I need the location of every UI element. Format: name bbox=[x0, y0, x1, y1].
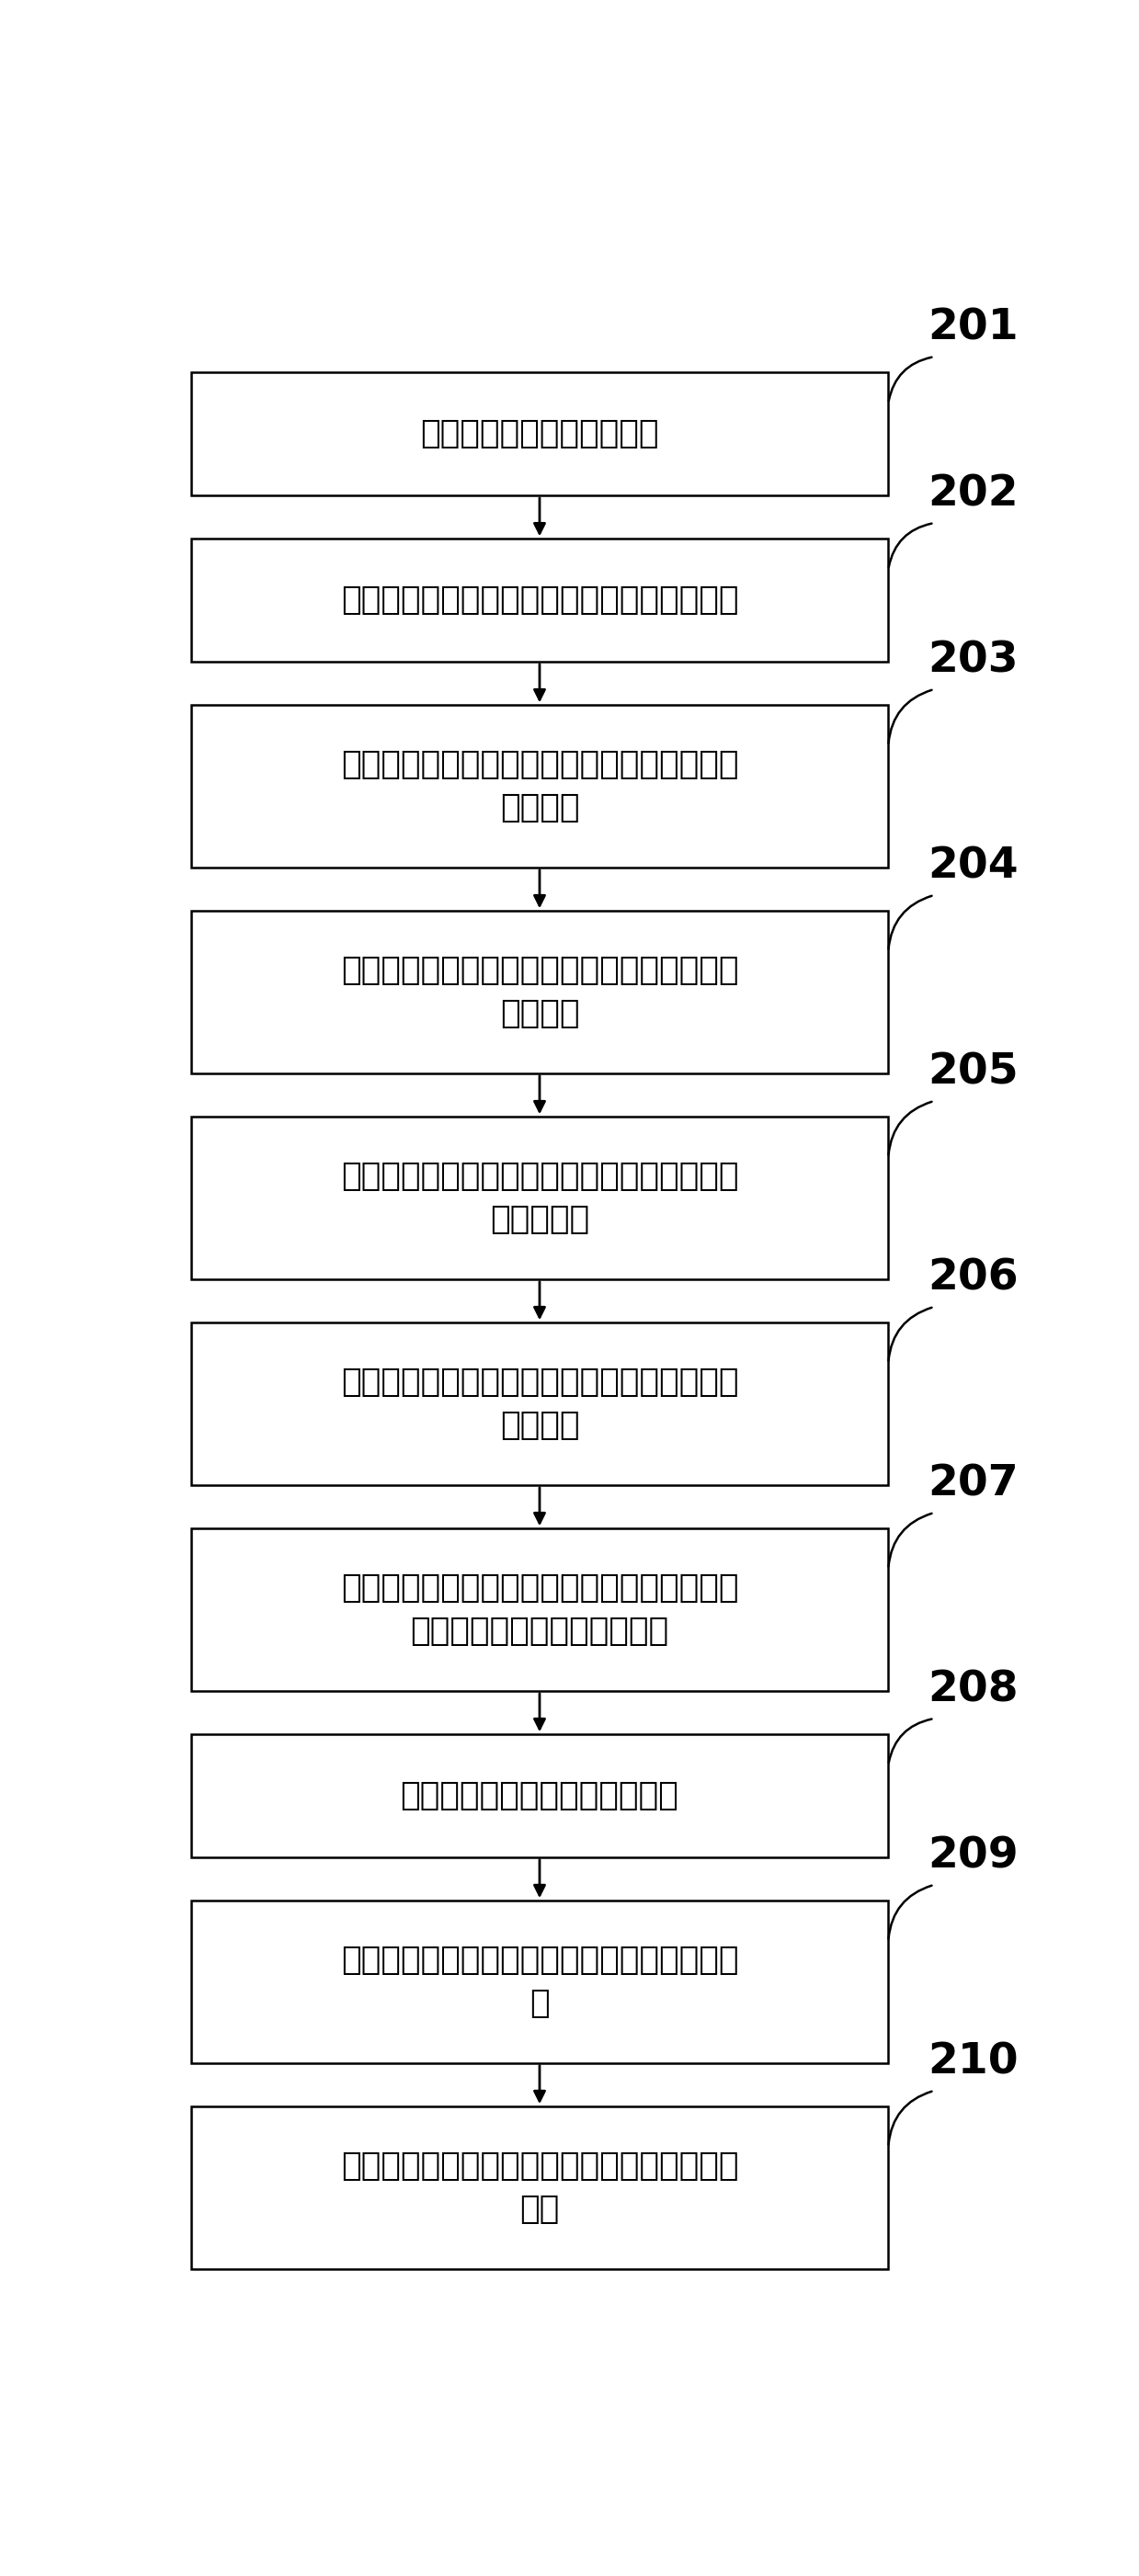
Text: 202: 202 bbox=[928, 474, 1018, 515]
Text: 204: 204 bbox=[928, 845, 1018, 886]
Bar bbox=[191, 1528, 888, 1690]
Bar bbox=[191, 2107, 888, 2269]
Text: 203: 203 bbox=[928, 639, 1018, 680]
Text: 在形成有黑矩阵图形的第一衬底基板上形成有
源层图形: 在形成有黑矩阵图形的第一衬底基板上形成有 源层图形 bbox=[341, 1365, 738, 1443]
Text: 在第一衬底基板上形成栅线: 在第一衬底基板上形成栅线 bbox=[420, 417, 658, 451]
Text: 205: 205 bbox=[928, 1051, 1018, 1092]
Text: 在形成有公共电极图形的第一衬底基板上形成
过孔图形: 在形成有公共电极图形的第一衬底基板上形成 过孔图形 bbox=[341, 956, 738, 1030]
Bar bbox=[191, 374, 888, 495]
Text: 206: 206 bbox=[928, 1257, 1018, 1298]
Text: 207: 207 bbox=[928, 1463, 1018, 1504]
Text: 208: 208 bbox=[928, 1669, 1018, 1710]
Bar bbox=[191, 1321, 888, 1484]
Text: 在形成有隔垫物的第二衬底基板上形成树脂保
护层: 在形成有隔垫物的第二衬底基板上形成树脂保 护层 bbox=[341, 2151, 738, 2226]
Text: 采用掩膜版对第一膜层进行图案化，形成公共
电极图形: 采用掩膜版对第一膜层进行图案化，形成公共 电极图形 bbox=[341, 750, 738, 824]
Bar bbox=[191, 538, 888, 662]
Bar bbox=[191, 1118, 888, 1280]
Bar bbox=[191, 1901, 888, 2063]
Bar bbox=[191, 912, 888, 1074]
Text: 采用同一掩膜版对第二膜层进行图案化，形成
黑矩阵图形: 采用同一掩膜版对第二膜层进行图案化，形成 黑矩阵图形 bbox=[341, 1162, 738, 1236]
Text: 201: 201 bbox=[928, 307, 1018, 348]
Text: 在第二衬底基板上形成彩色像素: 在第二衬底基板上形成彩色像素 bbox=[401, 1780, 679, 1811]
Text: 209: 209 bbox=[928, 1837, 1018, 1878]
Bar bbox=[191, 1734, 888, 1857]
Bar bbox=[191, 706, 888, 868]
Text: 在形成有彩色像素的第二衬底基板上形成隔垫
物: 在形成有彩色像素的第二衬底基板上形成隔垫 物 bbox=[341, 1945, 738, 2020]
Text: 在形成有栅线的第一衬底基板上形成栅绝缘层: 在形成有栅线的第一衬底基板上形成栅绝缘层 bbox=[341, 585, 738, 616]
Text: 在形成有有源层图形的第一衬底基板上形成像
素电极图形和源漏极金属图形: 在形成有有源层图形的第一衬底基板上形成像 素电极图形和源漏极金属图形 bbox=[341, 1571, 738, 1646]
Text: 210: 210 bbox=[928, 2040, 1018, 2084]
